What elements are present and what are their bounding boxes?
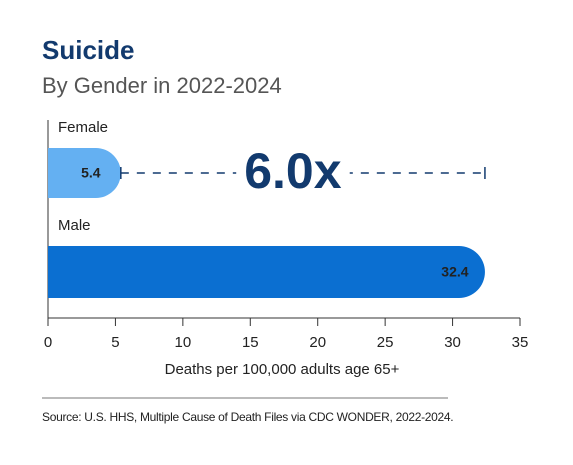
x-tick-label: 0 [44,334,52,351]
bar [48,246,485,298]
value-label: 5.4 [81,165,101,181]
x-tick-label: 35 [512,334,529,351]
value-label: 32.4 [441,264,468,280]
bar [48,148,121,198]
x-tick-label: 10 [175,334,192,351]
category-label: Female [58,119,108,136]
category-label: Male [58,217,91,234]
annotation: 6.0x [244,143,342,199]
x-tick-label: 25 [377,334,394,351]
chart-title: Suicide [42,35,134,65]
x-tick-label: 30 [444,334,461,351]
chart-subtitle: By Gender in 2022-2024 [42,73,282,98]
x-tick-label: 20 [309,334,326,351]
x-tick-label: 15 [242,334,259,351]
x-tick-label: 5 [111,334,119,351]
annotation-background [236,163,350,183]
source-note: Source: U.S. HHS, Multiple Cause of Deat… [42,410,453,424]
x-axis-label: Deaths per 100,000 adults age 65+ [165,361,400,378]
